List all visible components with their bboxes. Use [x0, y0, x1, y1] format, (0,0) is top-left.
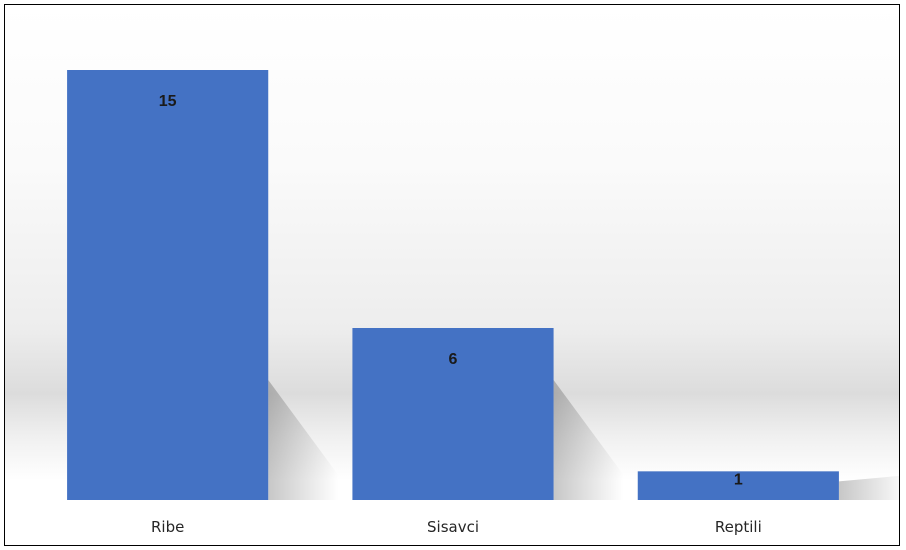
chart-frame: 15 6 1 Ribe Sisavci Reptili: [4, 4, 900, 546]
category-label-sisavci: Sisavci: [427, 518, 479, 536]
bar-shadow-reptili: [838, 475, 899, 500]
bar-ribe: [67, 70, 269, 500]
data-label-ribe: 15: [159, 93, 177, 110]
bar-reptili: [637, 471, 839, 500]
bar-sisavci: [352, 328, 554, 500]
data-label-reptili: 1: [734, 471, 743, 488]
bar-shadow-ribe: [268, 380, 339, 500]
data-label-sisavci: 6: [449, 351, 458, 368]
category-label-reptili: Reptili: [715, 518, 762, 536]
bar-shadow-sisavci: [553, 380, 624, 500]
category-label-ribe: Ribe: [151, 518, 184, 536]
bar-chart: 15 6 1 Ribe Sisavci Reptili: [67, 70, 899, 536]
